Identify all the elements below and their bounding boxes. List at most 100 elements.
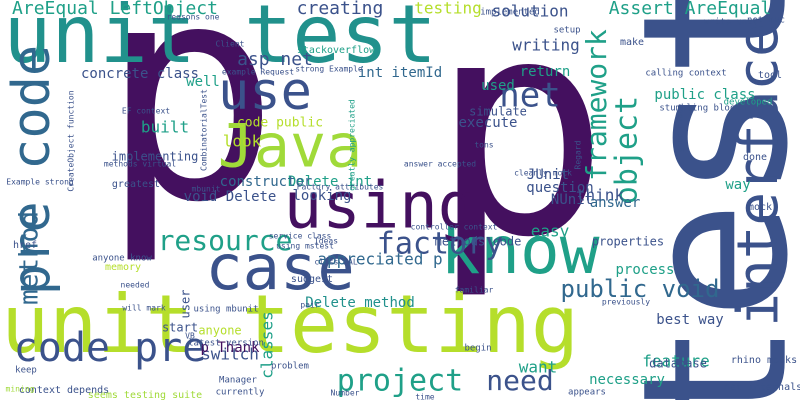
word-implemented: implemented xyxy=(480,8,540,18)
word-seems-testing-suite: seems testing suite xyxy=(88,390,202,400)
word-methods-code: methods code xyxy=(435,235,522,249)
word-think: think xyxy=(576,186,625,205)
word-solution: solution xyxy=(491,2,568,21)
word-memory: memory xyxy=(105,262,141,273)
word-will-mark: will mark xyxy=(122,304,166,313)
word-unit-test: unit test xyxy=(3,0,436,81)
word-interface: interface xyxy=(726,23,791,326)
word-use: use xyxy=(218,62,312,122)
word-latest-version: latest version xyxy=(188,339,264,349)
word-framework: framework xyxy=(580,29,613,181)
word-using: using xyxy=(284,170,477,244)
word-code-public: code public xyxy=(237,116,323,131)
word-cleanly-mock: cleanly mock xyxy=(514,169,572,178)
word-start: start xyxy=(162,321,198,335)
word-service-class: service class xyxy=(269,232,332,241)
word-pair: pair xyxy=(300,301,319,310)
word-areequal-leftobject: AreEqual LeftObject xyxy=(12,0,218,19)
word-know: know xyxy=(441,212,600,289)
word-net-mvc: net mvc xyxy=(747,16,785,26)
word-stackoverflow: stackoverflow xyxy=(297,45,376,56)
word-necessary: necessary xyxy=(589,372,665,388)
word-easy: easy xyxy=(531,222,570,241)
word-delete-method: Delete method xyxy=(305,295,415,311)
word-used: used xyxy=(481,78,515,94)
word-ef-context: EF context xyxy=(122,107,170,116)
word-answer-accepted: answer accepted xyxy=(404,160,476,169)
word-concrete-class: concrete class xyxy=(81,66,199,82)
word-testing: testing xyxy=(414,0,481,18)
word-example-strong: Example strong xyxy=(6,178,74,187)
word-tons: tons xyxy=(474,141,493,150)
word-appreciated-p: appreciated p xyxy=(317,250,442,269)
word-database: database xyxy=(649,357,707,371)
word-currently: currently xyxy=(216,388,265,398)
word-constructor: constructor xyxy=(220,174,313,190)
word-anyone: anyone xyxy=(198,324,241,338)
word-assert-areequal: Assert AreEqual xyxy=(609,0,772,19)
word-combinatorialtest: CombinatorialTest xyxy=(200,89,209,171)
word-public-class: public class xyxy=(654,87,755,103)
word-ideas: Ideas xyxy=(314,237,338,246)
word-context-depends: context depends xyxy=(19,385,109,396)
word-suggest: suggest xyxy=(291,274,333,285)
word-int-itemid: int itemId xyxy=(358,65,442,81)
word-good-place: good place xyxy=(676,104,685,152)
word-case: case xyxy=(205,231,354,304)
word-begin: begin xyxy=(464,344,491,354)
word-using-mstest: using mstest xyxy=(276,242,334,251)
word-method: method xyxy=(15,211,45,305)
word-unit-testing: unit testing xyxy=(1,278,579,371)
word-write-unit: write unit xyxy=(704,18,758,28)
word-anyone-know: anyone know xyxy=(92,254,152,264)
word-best-way: best way xyxy=(656,312,723,328)
word-looking: looking xyxy=(292,188,351,204)
word-vb: VB xyxy=(185,332,195,341)
word-stumbling-block: stumbling block xyxy=(659,104,741,114)
word-project: project xyxy=(337,364,463,399)
word-rhino-mocks: rhino mocks xyxy=(731,355,797,366)
word-net: net xyxy=(499,76,560,116)
word-greatest: greatest xyxy=(112,179,160,190)
word-return: return xyxy=(520,64,571,80)
word-java: Java xyxy=(218,112,363,182)
word-feature: feature xyxy=(642,352,709,371)
word-execute: execute xyxy=(458,115,517,131)
word-example-request: example Request xyxy=(222,68,294,77)
word-appears: appears xyxy=(568,388,606,398)
word-creating: creating xyxy=(297,0,384,19)
word-p-thank: p Thank xyxy=(200,340,260,356)
word-mock: mock xyxy=(748,202,772,213)
word-question: question xyxy=(526,180,593,196)
word-junit: JUnit xyxy=(527,167,569,183)
word-createobject-function: CreateObject function xyxy=(67,90,76,191)
word-asp-net: asp net xyxy=(237,49,313,70)
word-need: need xyxy=(486,364,553,397)
word-net-internals: net internals xyxy=(724,382,800,393)
word-p: p xyxy=(100,0,281,268)
word-methods-virtual: methods virtual xyxy=(104,160,176,169)
word-keep: keep xyxy=(15,366,37,376)
word-implementing: implementing xyxy=(112,150,199,164)
word-previously: previously xyxy=(602,298,650,307)
word-simulate: simulate xyxy=(469,105,527,119)
word-using-mbunit: using mbunit xyxy=(193,305,258,315)
word-object: object xyxy=(610,96,645,204)
word-manager: Manager xyxy=(219,376,258,386)
word-regard: Regard xyxy=(574,140,583,169)
word-time: time xyxy=(415,393,434,400)
word-pre-code: pre code xyxy=(2,45,62,295)
word-familiar: familiar xyxy=(455,286,494,295)
word-properties: properties xyxy=(592,235,664,249)
word-code-pre: code pre xyxy=(14,325,207,371)
word-delete-int: Delete int xyxy=(288,174,372,190)
word-way: way xyxy=(725,177,750,193)
word-make: make xyxy=(620,37,644,48)
word-want: want xyxy=(519,358,558,377)
word-p: p xyxy=(430,0,611,303)
word-done: done xyxy=(743,152,767,163)
word-problem: problem xyxy=(271,362,309,372)
word-href: href xyxy=(13,240,37,251)
word-answer: answer xyxy=(590,195,641,211)
